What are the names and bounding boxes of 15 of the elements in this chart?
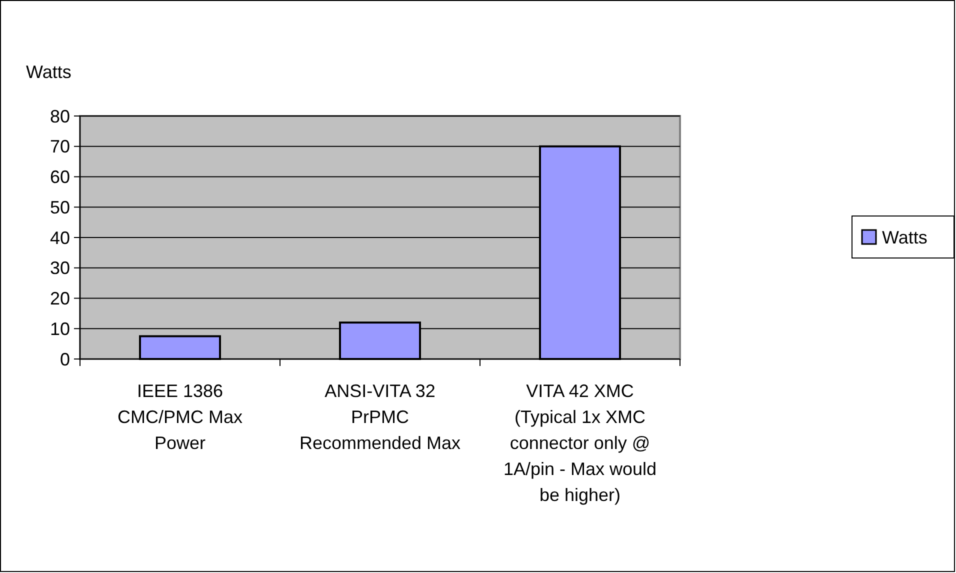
bar [139,335,221,360]
y-tick-label: 80 [50,106,70,126]
x-tick-label: IEEE 1386 CMC/PMC Max Power [118,381,242,453]
y-tick-label: 60 [50,167,70,188]
y-tick-label: 70 [50,136,70,157]
y-tick-label: 10 [50,318,70,339]
y-tick-label: 30 [50,258,70,278]
x-tick-label: VITA 42 XMC (Typical 1x XMC connector only @ 1A/pin - Max would be higher) [503,381,657,505]
y-tick-label: 20 [50,288,70,309]
y-tick-label: 0 [60,349,70,370]
legend-label: Watts [882,227,928,248]
y-tick-label: 40 [50,228,70,248]
x-tick-label: ANSI-VITA 32 PrPMC Recommended Max [299,381,461,453]
y-axis-title: Watts [26,62,72,82]
y-tick-label: 50 [50,197,70,218]
